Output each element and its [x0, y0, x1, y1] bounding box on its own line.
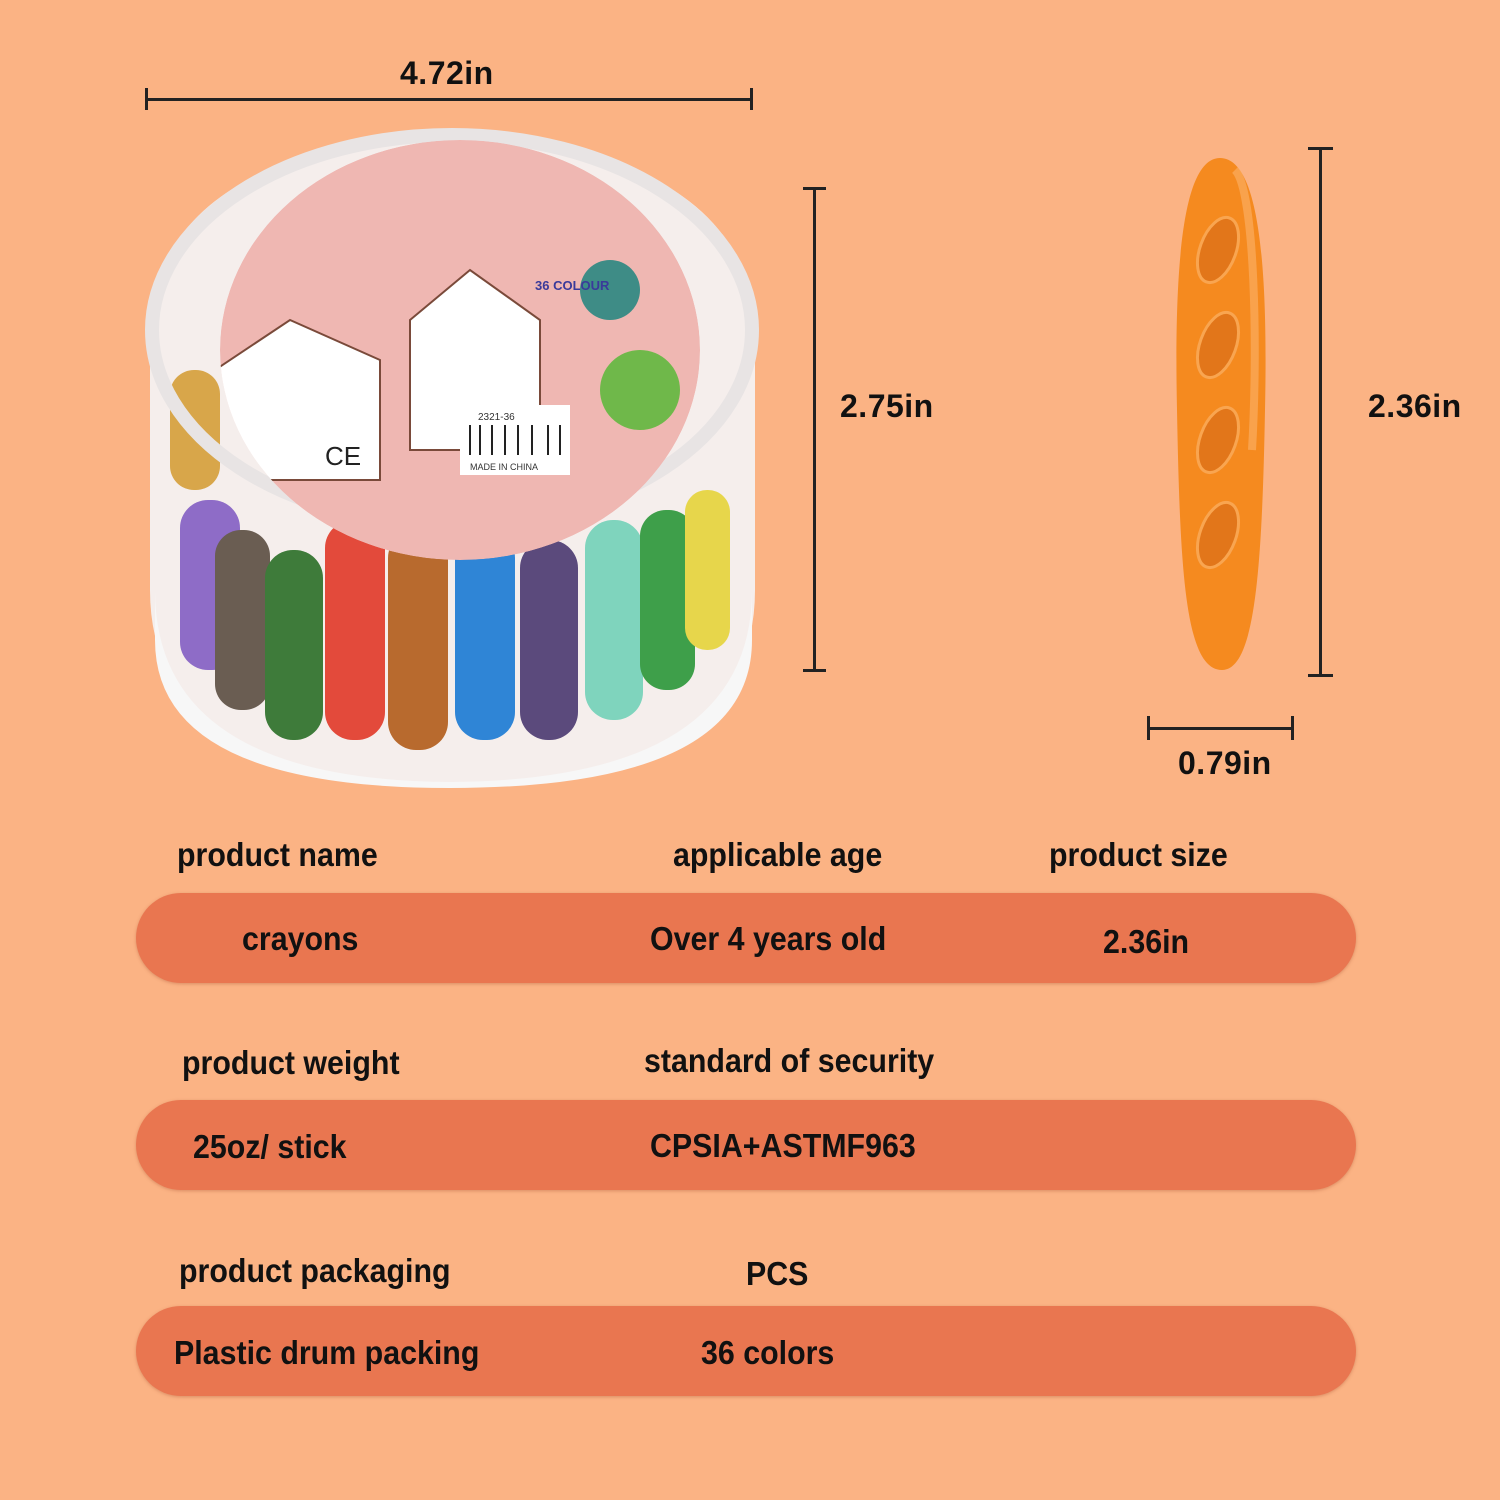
- drum-width-tick-left: [145, 88, 148, 110]
- crayon-length-tick-bottom: [1308, 674, 1333, 677]
- label-standard-of-security: standard of security: [644, 1042, 935, 1079]
- label-model: 2321-36: [478, 412, 515, 423]
- spec-row-1: [136, 893, 1356, 983]
- label-pcs: PCS: [746, 1255, 809, 1292]
- label-product-weight: product weight: [182, 1044, 400, 1081]
- crayons: [170, 370, 730, 750]
- drum-width-tick-right: [750, 88, 753, 110]
- crayon-length-line: [1319, 148, 1322, 676]
- label-product-size: product size: [1049, 836, 1228, 873]
- label-applicable-age: applicable age: [673, 836, 883, 873]
- value-pcs: 36 colors: [701, 1334, 835, 1371]
- crayon-image: [1176, 158, 1266, 670]
- crayon-width-tick-right: [1291, 716, 1294, 740]
- drum-width-label: 4.72in: [400, 55, 494, 91]
- value-product-size: 2.36in: [1103, 923, 1190, 960]
- drum-height-tick-top: [803, 187, 826, 190]
- label-product-name: product name: [177, 836, 378, 873]
- crayon-width-line: [1148, 727, 1294, 730]
- crayon-length-tick-top: [1308, 147, 1333, 150]
- drum-height-tick-bottom: [803, 669, 826, 672]
- crayon-length-label: 2.36in: [1368, 388, 1462, 424]
- value-product-weight: 25oz/ stick: [193, 1128, 347, 1165]
- label-origin: MADE IN CHINA: [470, 462, 538, 472]
- drum-height-label: 2.75in: [840, 388, 934, 424]
- drum-width-line: [146, 98, 752, 101]
- spec-row-2: [136, 1100, 1356, 1190]
- value-product-packaging: Plastic drum packing: [174, 1334, 480, 1371]
- value-applicable-age: Over 4 years old: [650, 920, 887, 957]
- label-product-packaging: product packaging: [179, 1252, 451, 1289]
- drum-height-line: [813, 188, 816, 672]
- value-product-name: crayons: [242, 920, 359, 957]
- spec-row-3: [136, 1306, 1356, 1396]
- svg-text:CE: CE: [325, 441, 361, 471]
- crayon-width-tick-left: [1147, 716, 1150, 740]
- crayon-drum-image: 36 COLOUR 2321-36 MADE IN CHINA CE: [145, 128, 759, 788]
- value-standard-of-security: CPSIA+ASTMF963: [650, 1127, 916, 1164]
- crayon-width-label: 0.79in: [1178, 745, 1272, 781]
- label-lettering: 36 COLOUR: [535, 278, 610, 293]
